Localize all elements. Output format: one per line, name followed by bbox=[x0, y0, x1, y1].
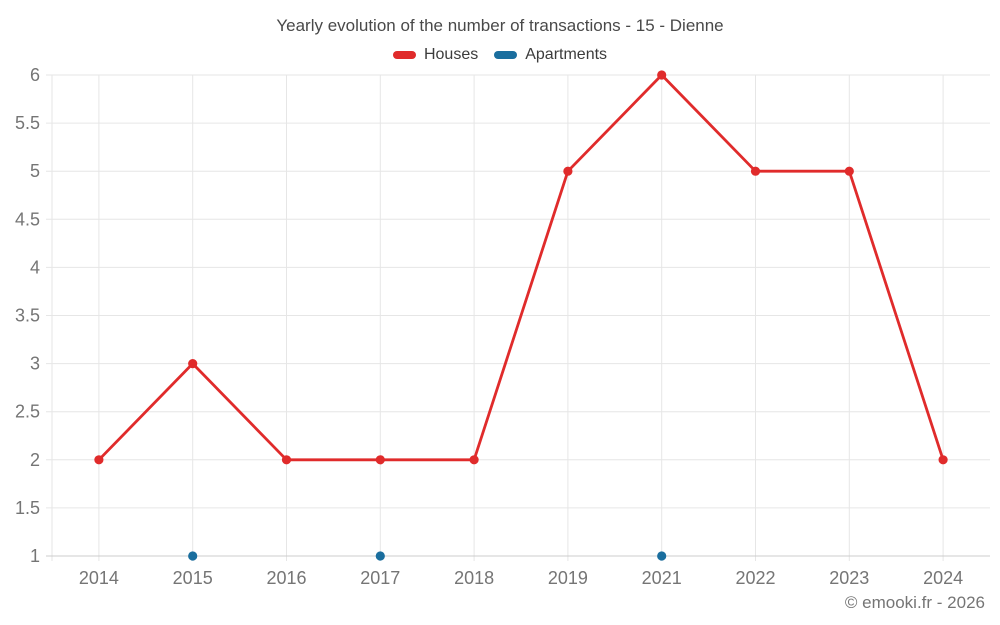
x-tick-label: 2021 bbox=[642, 568, 682, 588]
data-point-apartments-2017[interactable] bbox=[375, 551, 385, 561]
legend-item-apartments[interactable]: Apartments bbox=[494, 46, 607, 64]
apartments-series-swatch-icon bbox=[494, 51, 518, 59]
data-point-houses-2016[interactable] bbox=[281, 455, 292, 465]
data-point-houses-2021[interactable] bbox=[657, 70, 667, 80]
data-point-houses-2019[interactable] bbox=[563, 166, 573, 176]
houses-series-swatch-icon bbox=[392, 51, 416, 59]
legend-label-apartments: Apartments bbox=[525, 46, 608, 63]
legend-item-houses[interactable]: Houses bbox=[392, 46, 479, 64]
data-point-apartments-2015[interactable] bbox=[188, 551, 198, 561]
y-tick-label: 4.5 bbox=[15, 209, 40, 229]
data-point-houses-2014[interactable] bbox=[94, 455, 104, 465]
data-point-houses-2022[interactable] bbox=[750, 166, 761, 176]
y-tick-label: 6 bbox=[30, 65, 40, 85]
x-tick-label: 2015 bbox=[173, 568, 213, 588]
x-tick-label: 2022 bbox=[735, 568, 775, 588]
legend-label-houses: Houses bbox=[423, 46, 479, 63]
x-tick-label: 2018 bbox=[454, 568, 494, 588]
data-point-apartments-2021[interactable] bbox=[657, 551, 667, 561]
data-point-houses-2023[interactable] bbox=[844, 166, 854, 176]
y-tick-label: 2 bbox=[30, 450, 40, 470]
x-tick-label: 2023 bbox=[829, 568, 869, 588]
attribution-text: © emooki.fr - 2026 bbox=[844, 593, 985, 612]
y-tick-label: 3 bbox=[30, 354, 40, 374]
x-tick-label: 2014 bbox=[79, 568, 119, 588]
y-tick-label: 1.5 bbox=[15, 498, 40, 518]
x-tick-label: 2016 bbox=[266, 568, 306, 588]
x-tick-label: 2019 bbox=[548, 568, 588, 588]
data-point-houses-2024[interactable] bbox=[938, 455, 948, 465]
y-tick-label: 2.5 bbox=[15, 402, 40, 422]
y-tick-label: 4 bbox=[30, 257, 40, 277]
data-point-houses-2017[interactable] bbox=[375, 455, 385, 465]
x-tick-label: 2024 bbox=[923, 568, 963, 588]
chart-title: Yearly evolution of the number of transa… bbox=[276, 16, 724, 35]
y-tick-label: 1 bbox=[30, 546, 40, 566]
houses-series-line bbox=[97, 73, 945, 462]
y-tick-label: 5.5 bbox=[15, 113, 40, 133]
legend: Houses Apartments bbox=[0, 46, 1000, 64]
y-tick-label: 5 bbox=[30, 161, 40, 181]
data-point-houses-2015[interactable] bbox=[188, 359, 198, 369]
x-tick-label: 2017 bbox=[360, 568, 400, 588]
y-tick-label: 3.5 bbox=[15, 306, 40, 326]
data-point-houses-2018[interactable] bbox=[469, 455, 479, 465]
